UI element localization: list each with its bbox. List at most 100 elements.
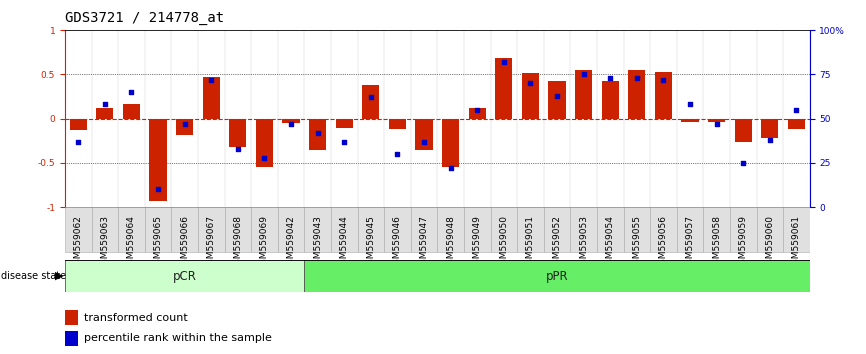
Bar xyxy=(65,310,78,325)
Text: pCR: pCR xyxy=(172,270,197,282)
Bar xyxy=(336,119,352,128)
Text: GSM559068: GSM559068 xyxy=(233,215,242,270)
Bar xyxy=(282,119,300,123)
Bar xyxy=(304,260,810,292)
Bar xyxy=(203,77,220,119)
Bar xyxy=(650,207,676,252)
Bar xyxy=(703,207,730,252)
Text: GSM559050: GSM559050 xyxy=(500,215,508,270)
Text: GSM559048: GSM559048 xyxy=(446,215,456,270)
Bar xyxy=(65,207,92,252)
Text: GSM559067: GSM559067 xyxy=(207,215,216,270)
Bar xyxy=(517,207,544,252)
Bar xyxy=(198,207,224,252)
Bar xyxy=(522,73,539,119)
Text: GSM559049: GSM559049 xyxy=(473,215,481,270)
Text: GSM559062: GSM559062 xyxy=(74,215,83,270)
Point xyxy=(604,75,617,81)
Bar xyxy=(464,207,490,252)
Bar xyxy=(145,207,171,252)
Point xyxy=(311,130,325,136)
Text: GSM559066: GSM559066 xyxy=(180,215,189,270)
Point xyxy=(125,89,139,95)
Text: GSM559046: GSM559046 xyxy=(393,215,402,270)
Text: ▶: ▶ xyxy=(55,271,63,281)
Bar xyxy=(708,119,725,122)
Text: GSM559052: GSM559052 xyxy=(553,215,561,270)
Bar xyxy=(783,207,810,252)
Text: GSM559060: GSM559060 xyxy=(766,215,774,270)
Bar xyxy=(597,207,624,252)
Bar xyxy=(682,119,699,122)
Point xyxy=(337,139,351,144)
Bar xyxy=(469,108,486,119)
Text: GSM559051: GSM559051 xyxy=(526,215,535,270)
Bar xyxy=(123,103,140,119)
Bar xyxy=(331,207,358,252)
Bar xyxy=(442,119,459,167)
Point xyxy=(204,77,218,82)
Text: GSM559053: GSM559053 xyxy=(579,215,588,270)
Point xyxy=(364,95,378,100)
Text: GSM559045: GSM559045 xyxy=(366,215,375,270)
Bar xyxy=(757,207,783,252)
Text: transformed count: transformed count xyxy=(83,313,187,323)
Point xyxy=(763,137,777,143)
Bar xyxy=(255,119,273,167)
Bar xyxy=(788,119,805,129)
Bar xyxy=(416,119,433,149)
Point xyxy=(98,102,112,107)
Point xyxy=(470,107,484,113)
Text: pPR: pPR xyxy=(546,270,568,282)
Text: GSM559043: GSM559043 xyxy=(313,215,322,270)
Point xyxy=(577,72,591,77)
Text: GSM559057: GSM559057 xyxy=(686,215,695,270)
Point xyxy=(709,121,723,127)
Bar xyxy=(410,207,437,252)
Bar xyxy=(251,207,278,252)
Text: percentile rank within the sample: percentile rank within the sample xyxy=(83,333,271,343)
Point xyxy=(550,93,564,98)
Text: GSM559047: GSM559047 xyxy=(419,215,429,270)
Bar xyxy=(229,119,247,147)
Bar xyxy=(65,331,78,346)
Bar xyxy=(385,207,410,252)
Text: GSM559063: GSM559063 xyxy=(100,215,109,270)
Point xyxy=(656,77,670,82)
Bar xyxy=(602,81,619,119)
Bar xyxy=(730,207,757,252)
Text: GSM559069: GSM559069 xyxy=(260,215,269,270)
Point xyxy=(391,151,404,157)
Bar xyxy=(548,81,565,119)
Bar xyxy=(389,119,406,129)
Bar xyxy=(761,119,779,138)
Bar xyxy=(575,70,592,119)
Text: GSM559065: GSM559065 xyxy=(153,215,163,270)
Point xyxy=(178,121,191,127)
Text: GSM559044: GSM559044 xyxy=(339,215,349,269)
Text: disease state: disease state xyxy=(1,271,66,281)
Text: GSM559042: GSM559042 xyxy=(287,215,295,269)
Bar xyxy=(118,207,145,252)
Text: GSM559059: GSM559059 xyxy=(739,215,747,270)
Bar xyxy=(495,58,513,119)
Point xyxy=(417,139,431,144)
Point xyxy=(257,155,271,160)
Text: GSM559064: GSM559064 xyxy=(127,215,136,270)
Bar xyxy=(278,207,304,252)
Point xyxy=(443,165,457,171)
Bar xyxy=(624,207,650,252)
Text: GSM559055: GSM559055 xyxy=(632,215,642,270)
Bar xyxy=(571,207,597,252)
Point xyxy=(231,146,245,152)
Point xyxy=(630,75,643,81)
Bar xyxy=(171,207,198,252)
Point xyxy=(497,59,511,65)
Bar xyxy=(358,207,385,252)
Bar xyxy=(92,207,118,252)
Text: GSM559058: GSM559058 xyxy=(712,215,721,270)
Point xyxy=(790,107,804,113)
Bar xyxy=(655,72,672,119)
Text: GSM559056: GSM559056 xyxy=(659,215,668,270)
Bar xyxy=(544,207,571,252)
